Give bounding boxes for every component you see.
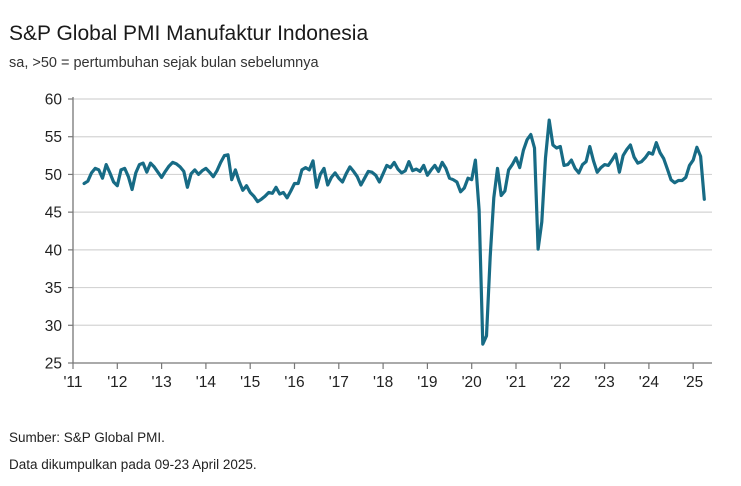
x-tick-label: '13 — [151, 374, 171, 391]
x-axis: '11 '12 '13 '14 '15 '16 '17 '18 '19 '20 '21 '22 '23 '… — [63, 97, 712, 391]
chart-subtitle: sa, >50 = pertumbuhan sejak bulan sebelu… — [9, 55, 319, 71]
x-tick-label: '23 — [594, 374, 614, 391]
y-axis-ticks: 25 30 35 40 45 50 55 60 — [45, 92, 73, 373]
x-tick-label: '24 — [639, 374, 660, 391]
y-tick-label: 30 — [45, 318, 63, 335]
y-tick-label: 25 — [45, 356, 62, 373]
x-tick-label: '11 — [63, 374, 82, 391]
y-tick-label: 40 — [45, 242, 63, 259]
x-tick-label: '15 — [240, 374, 260, 391]
x-tick-label: '14 — [196, 374, 217, 391]
y-tick-label: 50 — [45, 167, 63, 184]
gridlines — [73, 98, 712, 326]
x-tick-label: '18 — [373, 374, 393, 391]
y-tick-label: 35 — [45, 280, 62, 297]
x-tick-label: '25 — [683, 374, 703, 391]
y-tick-label: 60 — [45, 92, 63, 109]
x-tick-label: '17 — [329, 374, 349, 391]
source-note: Sumber: S&P Global PMI. — [9, 430, 165, 445]
series-group — [82, 118, 706, 346]
chart-title: S&P Global PMI Manufaktur Indonesia — [9, 22, 369, 45]
x-tick-label: '12 — [107, 374, 127, 391]
x-tick-label: '20 — [462, 374, 483, 391]
collection-note: Data dikumpulkan pada 09-23 April 2025. — [9, 457, 257, 472]
x-tick-label: '16 — [284, 374, 304, 391]
y-tick-label: 45 — [45, 205, 62, 222]
x-tick-label: '19 — [417, 374, 437, 391]
x-tick-label: '22 — [550, 374, 570, 391]
x-tick-label: '21 — [506, 374, 526, 391]
series-line-pmi — [82, 118, 706, 346]
y-tick-label: 55 — [45, 129, 62, 146]
